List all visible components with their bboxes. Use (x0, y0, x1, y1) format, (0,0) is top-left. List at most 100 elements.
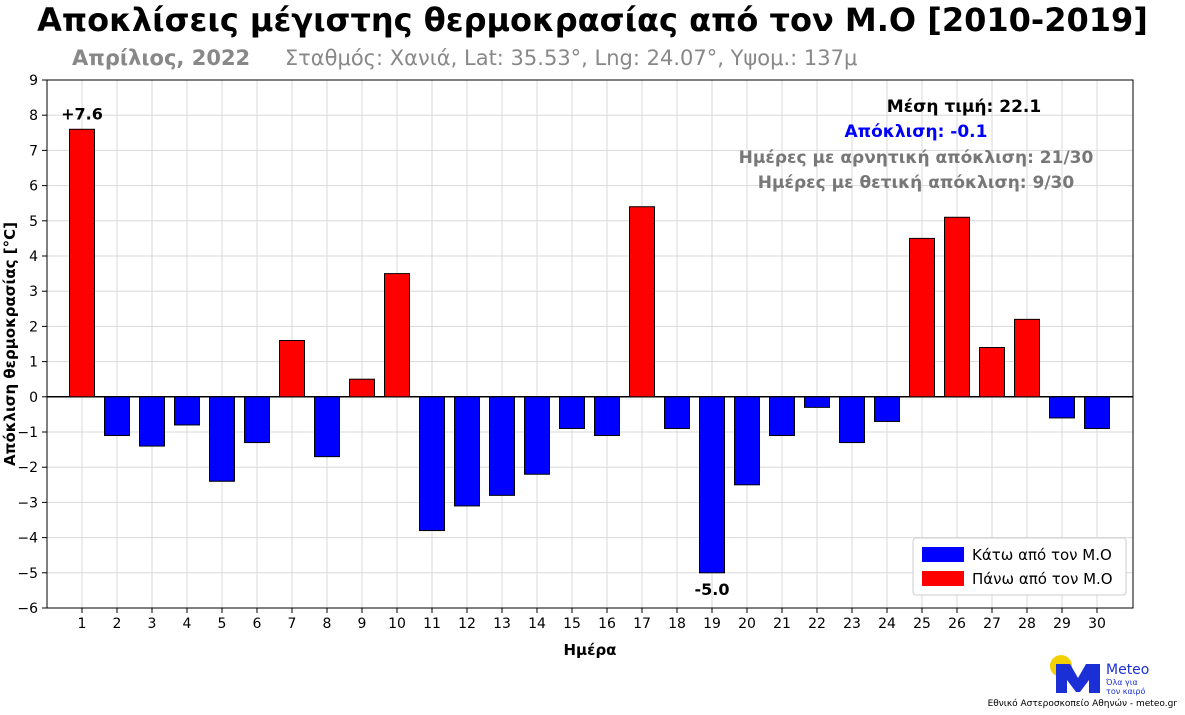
stat-mean: Μέση τιμή: 22.1 (887, 97, 1041, 117)
x-tick-label: 23 (843, 616, 861, 632)
x-tick-label: 2 (113, 616, 122, 632)
y-tick-label: −2 (17, 460, 38, 476)
x-tick-label: 18 (668, 616, 686, 632)
x-tick-label: 11 (423, 616, 441, 632)
bar-day-28 (1014, 318, 1040, 398)
x-tick-label: 14 (528, 616, 546, 632)
bar-day-6 (244, 396, 270, 444)
x-tick-label: 27 (983, 616, 1001, 632)
x-tick-label: 6 (253, 616, 262, 632)
y-tick-label: −4 (17, 531, 38, 547)
x-tick-label: 29 (1053, 616, 1071, 632)
bar-day-15 (559, 396, 585, 429)
bar-day-23 (839, 396, 865, 444)
legend-swatch-above (922, 571, 964, 586)
x-axis-ticks: 1 2 3 4 5 6 7 8 9 10 11 12 13 14 15 16 17 18 19 20 21 22 23 24 2… (78, 608, 1106, 632)
x-tick-label: 26 (948, 616, 966, 632)
legend: Κάτω από τον Μ.Ο Πάνω από τον Μ.Ο (912, 537, 1127, 596)
bar-day-21 (769, 396, 795, 437)
x-tick-label: 4 (183, 616, 192, 632)
y-tick-label: 2 (29, 319, 38, 335)
y-axis-label: Απόκλιση θερμοκρασίας [°C] (1, 222, 19, 466)
y-tick-label: 3 (29, 284, 38, 300)
y-tick-label: 8 (29, 108, 38, 124)
x-tick-label: 12 (458, 616, 476, 632)
bar-day-4 (174, 396, 200, 426)
stat-negative-days: Ημέρες με αρνητική απόκλιση: 21/30 (739, 148, 1094, 168)
logo-tagline-line1: Όλα για (1105, 677, 1138, 687)
bar-day-13 (489, 396, 515, 496)
bar-day-9 (349, 378, 375, 398)
bar-day-16 (594, 396, 620, 437)
y-tick-label: 0 (29, 390, 38, 406)
bar-day-18 (664, 396, 690, 429)
y-tick-label: 9 (29, 73, 38, 89)
x-tick-label: 16 (598, 616, 616, 632)
legend-swatch-below (922, 547, 964, 562)
y-tick-label: 5 (29, 214, 38, 230)
bar-day-26 (944, 216, 970, 398)
legend-frame (912, 537, 1127, 596)
y-tick-label: 1 (29, 355, 38, 371)
y-tick-label: −6 (17, 601, 38, 617)
subtitle-station: Σταθμός: Χανιά, Lat: 35.53°, Lng: 24.07°… (284, 46, 858, 70)
y-tick-label: −5 (17, 566, 38, 582)
y-tick-label: −1 (17, 425, 38, 441)
chart-title: Αποκλίσεις μέγιστης θερμοκρασίας από τον… (37, 1, 1148, 39)
max-value-label: +7.6 (61, 104, 103, 123)
bar-day-8 (314, 396, 340, 458)
x-tick-label: 7 (288, 616, 297, 632)
bar-day-24 (874, 396, 900, 422)
plot-frame (46, 79, 1134, 609)
bar-day-7 (279, 339, 305, 398)
bar-day-12 (454, 396, 480, 507)
y-tick-label: 7 (29, 143, 38, 159)
x-axis-label: Ημέρα (564, 641, 617, 659)
stats-box: Μέση τιμή: 22.1 Απόκλιση: -0.1 Ημέρες με… (739, 97, 1094, 193)
bar-day-30 (1084, 396, 1110, 429)
bar-day-27 (979, 347, 1005, 398)
min-value-label: -5.0 (695, 580, 730, 599)
y-tick-label: 6 (29, 179, 38, 195)
bar-day-17 (629, 206, 655, 398)
bar-day-29 (1049, 396, 1075, 419)
chart-subtitle: Απρίλιος, 2022 Σταθμός: Χανιά, Lat: 35.5… (72, 46, 857, 70)
y-tick-label: 4 (29, 249, 38, 265)
x-tick-label: 17 (633, 616, 651, 632)
bar-day-3 (139, 396, 165, 447)
x-tick-label: 9 (358, 616, 367, 632)
logo-tagline-line2: τον καιρό (1106, 686, 1145, 696)
x-tick-label: 20 (738, 616, 756, 632)
bar-day-20 (734, 396, 760, 486)
y-axis-ticks: 9 8 7 6 5 4 3 2 1 0 −1 −2 −3 −4 −5 −6 (17, 73, 47, 617)
x-tick-label: 28 (1018, 616, 1036, 632)
meteo-m-icon (1056, 664, 1100, 693)
bars (69, 128, 1110, 574)
stat-positive-days: Ημέρες με θετική απόκλιση: 9/30 (758, 173, 1075, 193)
x-tick-label: 5 (218, 616, 227, 632)
x-tick-label: 21 (773, 616, 791, 632)
bar-day-14 (524, 396, 550, 475)
bar-day-2 (104, 396, 130, 437)
x-tick-label: 22 (808, 616, 826, 632)
x-tick-label: 30 (1088, 616, 1106, 632)
x-tick-label: 10 (388, 616, 406, 632)
legend-label-above: Πάνω από τον Μ.Ο (972, 570, 1113, 588)
footer-credit: Εθνικό Αστεροσκοπείο Αθηνών - meteo.gr (987, 699, 1177, 709)
bar-day-5 (209, 396, 235, 482)
bar-day-19 (699, 396, 725, 574)
legend-label-below: Κάτω από τον Μ.Ο (972, 546, 1112, 564)
stat-deviation: Απόκλιση: -0.1 (845, 122, 988, 142)
bar-day-22 (804, 396, 830, 408)
bar-day-11 (419, 396, 445, 532)
x-tick-label: 15 (563, 616, 581, 632)
subtitle-month: Απρίλιος, 2022 (72, 46, 251, 70)
x-tick-label: 3 (148, 616, 157, 632)
bar-day-25 (909, 237, 935, 398)
x-tick-label: 8 (323, 616, 332, 632)
x-tick-label: 25 (913, 616, 931, 632)
meteo-logo: Meteo Όλα για τον καιρό (1000, 652, 1185, 711)
bar-day-1 (69, 128, 95, 398)
x-tick-label: 13 (493, 616, 511, 632)
